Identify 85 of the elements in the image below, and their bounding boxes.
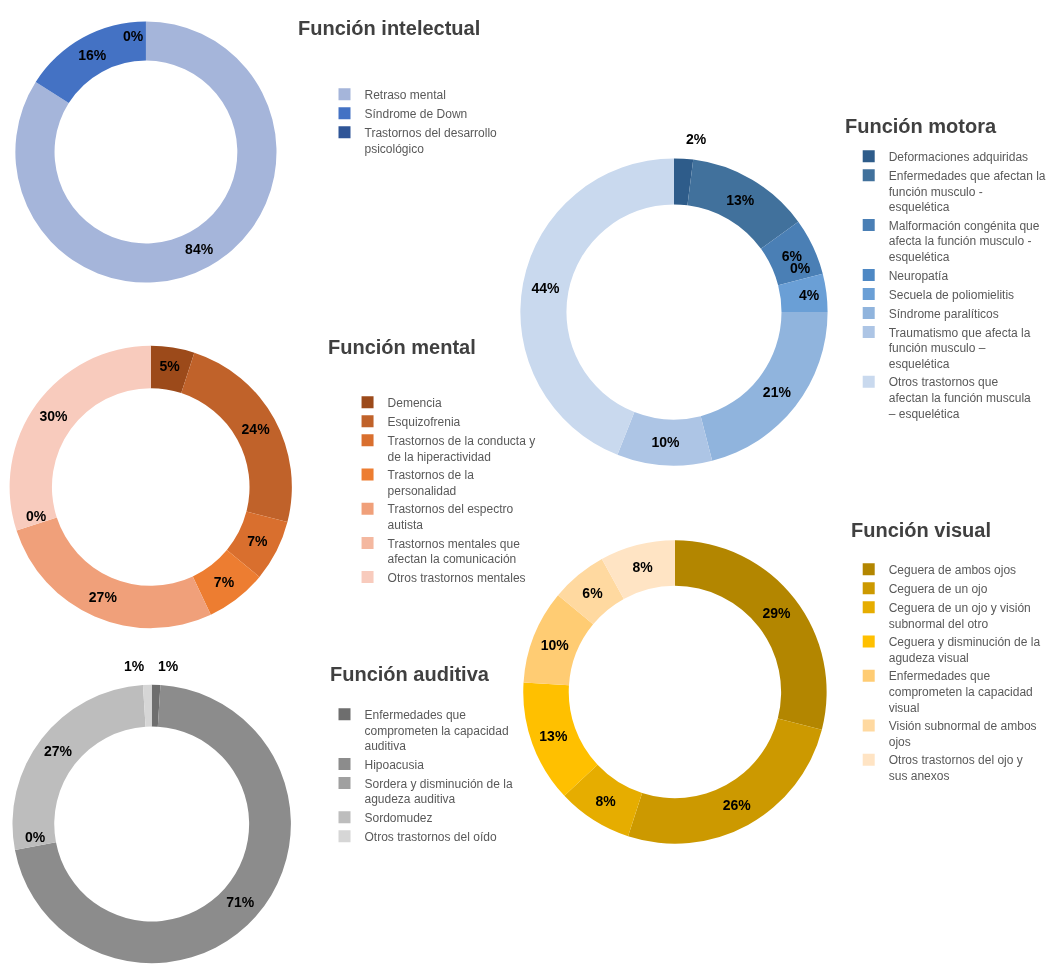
chart-title: Función mental xyxy=(328,336,476,358)
donut-slice xyxy=(12,685,146,851)
legend-label: Neuropatía xyxy=(888,268,949,283)
donut-slice xyxy=(687,159,799,249)
donut-slice xyxy=(226,511,288,577)
donut-slice xyxy=(628,718,822,844)
data-label: 4% xyxy=(799,286,820,303)
chart-title: Función visual xyxy=(851,519,992,541)
donut-slice xyxy=(564,764,643,837)
data-label: 10% xyxy=(651,434,681,451)
data-label: 27% xyxy=(43,743,73,760)
data-label: 27% xyxy=(88,589,118,606)
data-label: 21% xyxy=(762,384,792,401)
legend-label: Deformaciones adquiridas xyxy=(888,150,1029,165)
legend-label: Síndrome paralíticos xyxy=(888,306,999,321)
data-label: 13% xyxy=(539,727,568,744)
chart-title: Función auditiva xyxy=(330,663,490,685)
donut-slice xyxy=(778,273,828,312)
data-label: 10% xyxy=(540,636,570,653)
donut-slice xyxy=(558,559,624,625)
donut-slice xyxy=(192,549,260,615)
data-label: 5% xyxy=(159,358,181,375)
donut-slice xyxy=(674,540,827,730)
legend-label: Trastornos mentales que afectan la comunicación xyxy=(387,536,521,567)
donut-slice xyxy=(14,685,291,964)
legend-label: Malformación congénita que afecta la función musculo - esquelética xyxy=(888,218,1040,264)
legend-label: Traumatismo que afecta la función musculo – esquelética xyxy=(888,325,1031,371)
legend-label: Trastornos del espectro autista xyxy=(387,502,514,532)
data-label: 6% xyxy=(582,584,604,601)
text: 0% xyxy=(25,829,46,845)
donut-slice xyxy=(700,312,828,461)
data-label: 16% xyxy=(78,46,107,63)
text: 0% xyxy=(123,28,144,44)
data-label: 1% xyxy=(158,658,179,674)
legend-label: Ceguera de un ojo y visión subnormal del otro xyxy=(888,600,1031,631)
data-label: 7% xyxy=(247,533,269,550)
legend-label: Otros trastornos del oído xyxy=(364,830,497,845)
legend-label: Esquizofrenia xyxy=(387,415,461,430)
legend-label: Otros trastornos que afectan la función muscula – esquelética xyxy=(888,375,1032,421)
legend-label: Sordomudez xyxy=(364,811,433,826)
text: 0% xyxy=(790,260,811,276)
legend-label: Enfermedades que comprometen la capacidad auditiva xyxy=(364,707,509,754)
data-label: 1% xyxy=(124,658,145,674)
legend-label: Ceguera y disminución de la agudeza visual xyxy=(888,635,1041,665)
donut-slice xyxy=(601,540,675,599)
legend-label: Trastornos de la conducta y de la hiperactividad xyxy=(387,433,536,464)
legend-label: Ceguera de ambos ojos xyxy=(888,563,1017,578)
donut-slice xyxy=(142,684,152,727)
legend-label: Otros trastornos mentales xyxy=(387,570,526,585)
donut-slice xyxy=(673,158,694,206)
data-label: 29% xyxy=(762,604,792,621)
chart-title: Función motora xyxy=(845,115,997,137)
data-label: 26% xyxy=(722,796,752,813)
chart-title: Función intelectual xyxy=(298,17,481,39)
donut-slice xyxy=(15,21,277,283)
legend-label: Trastornos del desarrollo psicológico xyxy=(364,125,498,156)
legend-label: Trastornos de la personalidad xyxy=(387,468,475,498)
legend-label: Sordera y disminución de la agudeza auditiva xyxy=(364,776,513,807)
legend-label: Retraso mental xyxy=(364,88,446,103)
data-label: 71% xyxy=(226,894,255,911)
data-label: 8% xyxy=(595,792,617,809)
data-label: 8% xyxy=(632,559,654,576)
donut-slice xyxy=(151,684,161,727)
data-label: 13% xyxy=(726,191,755,208)
legend-label: Otros trastornos del ojo y sus anexos xyxy=(888,753,1023,783)
legend-label: Secuela de poliomielitis xyxy=(888,287,1015,302)
data-label: 24% xyxy=(241,421,271,438)
legend-label: Enfermedades que afectan la función musculo - esquelética xyxy=(888,168,1046,215)
legend-label: Enfermedades que comprometen la capacidad visual xyxy=(888,669,1033,715)
legend-label: Hipoacusia xyxy=(364,757,425,772)
data-label: 44% xyxy=(531,279,560,296)
donut-slice xyxy=(181,352,292,523)
data-label: 84% xyxy=(185,241,214,258)
data-label: 7% xyxy=(213,573,235,590)
donut-slice xyxy=(9,345,151,531)
legend-label: Visión subnormal de ambos ojos xyxy=(888,719,1037,749)
data-label: 30% xyxy=(39,408,68,425)
text: 0% xyxy=(26,508,47,524)
data-label: 2% xyxy=(686,131,707,147)
donut-slice xyxy=(523,682,598,796)
legend-label: Demencia xyxy=(387,396,442,411)
donut-slice xyxy=(617,411,713,466)
legend-label: Síndrome de Down xyxy=(364,107,468,122)
donut-slice xyxy=(35,21,146,104)
legend-label: Ceguera de un ojo xyxy=(888,582,988,597)
